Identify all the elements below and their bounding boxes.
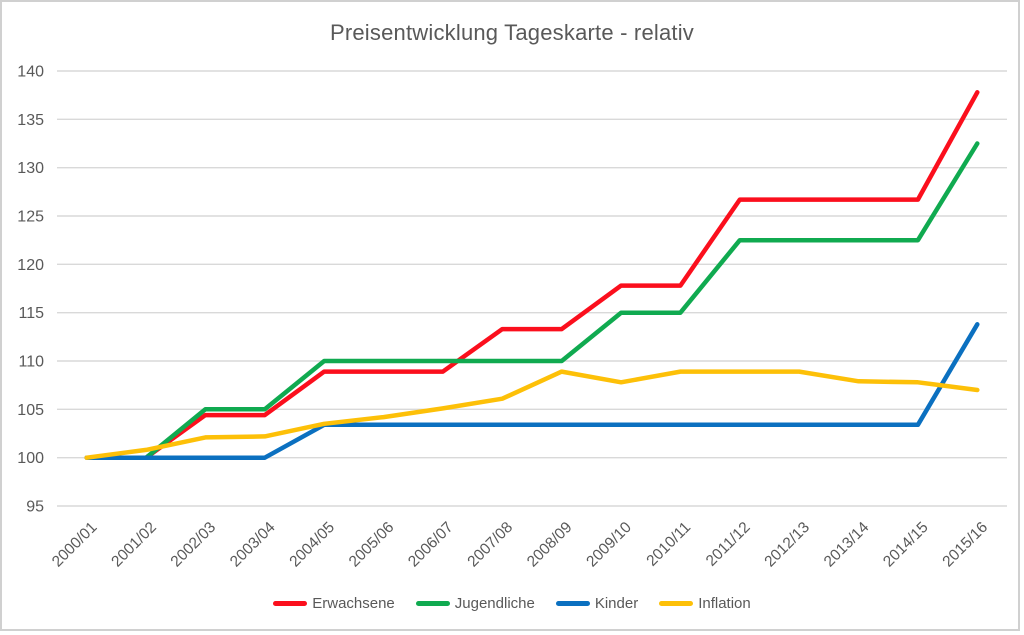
y-tick-label: 105 xyxy=(17,402,44,419)
x-tick-label: 2003/04 xyxy=(227,519,279,571)
x-tick-label: 2004/05 xyxy=(286,519,338,571)
chart-title: Preisentwicklung Tageskarte - relativ xyxy=(329,20,695,45)
x-tick-label: 2011/12 xyxy=(703,519,754,570)
legend-swatch-inflation xyxy=(659,601,694,606)
x-tick-label: 2009/10 xyxy=(583,519,635,571)
x-tick-label: 2001/02 xyxy=(108,519,160,571)
x-tick-label: 2010/11 xyxy=(643,519,694,570)
legend-swatch-jugendliche xyxy=(415,601,450,606)
x-tick-label: 2002/03 xyxy=(168,519,220,571)
x-tick-label: 2008/09 xyxy=(524,519,576,571)
x-tick-label: 2006/07 xyxy=(405,519,457,571)
y-tick-label: 130 xyxy=(17,160,44,177)
y-tick-label: 95 xyxy=(26,499,44,516)
chart-legend: Erwachsene Jugendliche Kinder Inflation xyxy=(0,595,1024,612)
x-tick-label: 2013/14 xyxy=(821,519,873,571)
y-tick-label: 115 xyxy=(18,305,44,322)
x-tick-label: 2005/06 xyxy=(346,519,398,571)
legend-label: Erwachsene xyxy=(312,595,395,612)
legend-item-jugendliche: Jugendliche xyxy=(415,595,535,612)
y-tick-label: 120 xyxy=(17,257,44,274)
y-tick-label: 125 xyxy=(17,209,44,226)
legend-item-inflation: Inflation xyxy=(659,595,751,612)
legend-item-erwachsene: Erwachsene xyxy=(273,595,395,612)
x-tick-label: 2015/16 xyxy=(939,519,991,571)
x-tick-label: 2012/13 xyxy=(761,519,813,571)
y-tick-label: 100 xyxy=(17,450,44,467)
y-tick-label: 140 xyxy=(17,64,44,81)
series-line-kinder xyxy=(84,322,980,460)
legend-swatch-erwachsene xyxy=(273,601,308,606)
x-tick-label: 2014/15 xyxy=(880,519,932,571)
y-tick-label: 135 xyxy=(17,112,44,129)
legend-label: Kinder xyxy=(594,595,639,612)
y-tick-label: 110 xyxy=(18,354,44,371)
legend-item-kinder: Kinder xyxy=(555,595,639,612)
x-tick-label: 2007/08 xyxy=(464,519,516,571)
legend-label: Inflation xyxy=(698,595,751,612)
x-tick-label: 2000/01 xyxy=(49,519,101,571)
series-line-jugendliche xyxy=(84,141,980,460)
legend-swatch-kinder xyxy=(555,601,590,606)
legend-label: Jugendliche xyxy=(454,595,535,612)
series-line-inflation xyxy=(84,369,980,460)
series-line-erwachsene xyxy=(84,90,980,460)
